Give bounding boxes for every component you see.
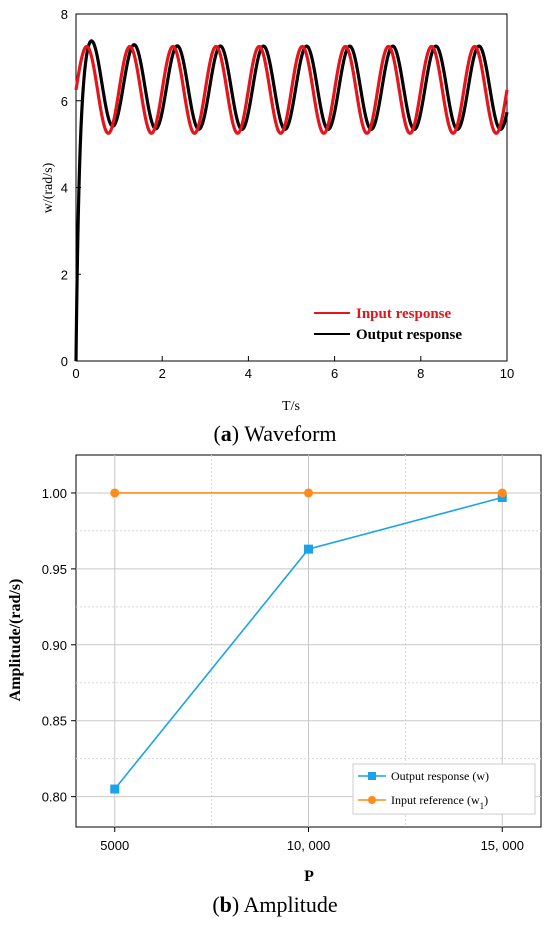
input-reference-w1-point [110, 488, 120, 498]
input-reference-w1-point [304, 488, 313, 498]
input-response-line [74, 44, 509, 135]
waveform-x-tick-label: 0 [72, 366, 79, 381]
amplitude-x-axis-label: P [304, 868, 314, 885]
amplitude-y-tick-label: 0.85 [42, 714, 67, 729]
amplitude-y-tick-label: 0.80 [42, 790, 67, 805]
amplitude-x-tick-label: 15, 000 [481, 838, 524, 853]
waveform-y-tick-label: 4 [61, 181, 68, 196]
waveform-y-tick-label: 0 [61, 354, 68, 369]
amplitude-y-axis-label: Amplitude/(rad/s) [7, 579, 24, 702]
amplitude-x-tick-label: 5000 [100, 838, 129, 853]
amplitude-axis-ticks: 5000 10, 000 15, 000 0.80 0.85 0.90 0.95 1.00 [42, 486, 524, 853]
legend-label-output-response: Output response [356, 327, 462, 343]
legend-circle-marker [368, 796, 376, 804]
legend-box [352, 763, 536, 815]
legend-label-input-response: Input response [356, 306, 452, 322]
waveform-y-tick-label: 2 [61, 267, 68, 282]
amplitude-legend: Output response (w) Input reference (w1) [352, 763, 536, 815]
waveform-y-axis-label: w/(rad/s) [41, 162, 56, 213]
caption-a: (a) Waveform [213, 421, 336, 446]
amplitude-chart: 5000 10, 000 15, 000 0.80 0.85 0.90 0.95 1.00 P… [7, 454, 542, 885]
waveform-x-axis-label: T/s [282, 399, 300, 414]
waveform-chart: 0 2 4 6 8 10 0 2 4 6 8 T/s w/(rad/s) Input respons… [41, 7, 514, 414]
waveform-x-tick-label: 2 [159, 366, 166, 381]
waveform-x-tick-label: 4 [245, 366, 252, 381]
amplitude-x-tick-label: 10, 000 [287, 838, 330, 853]
waveform-x-tick-label: 8 [417, 366, 424, 381]
waveform-y-tick-label: 8 [61, 7, 68, 22]
amplitude-y-tick-label: 0.95 [42, 562, 67, 577]
waveform-series-layer [74, 39, 509, 362]
legend-label-input-reference: Input reference (w1) [391, 793, 488, 811]
legend-square-marker [368, 772, 376, 780]
waveform-x-tick-label: 10 [500, 366, 514, 381]
amplitude-y-tick-label: 0.90 [42, 638, 67, 653]
waveform-axis-ticks: 0 2 4 6 8 10 0 2 4 6 8 [61, 7, 514, 381]
caption-b: (b) Amplitude [212, 892, 337, 917]
waveform-y-tick-label: 6 [61, 94, 68, 109]
output-response-line [74, 39, 509, 362]
amplitude-y-tick-label: 1.00 [42, 486, 67, 501]
output-response-w-point [304, 544, 313, 554]
waveform-legend: Input response Output response [314, 306, 462, 343]
input-reference-w1-point [497, 488, 507, 498]
waveform-x-tick-label: 6 [331, 366, 338, 381]
amplitude-series-layer [110, 488, 507, 794]
output-response-w-point [497, 493, 507, 503]
legend-label-output-response-w: Output response (w) [391, 769, 489, 783]
output-response-w-point [110, 784, 120, 794]
